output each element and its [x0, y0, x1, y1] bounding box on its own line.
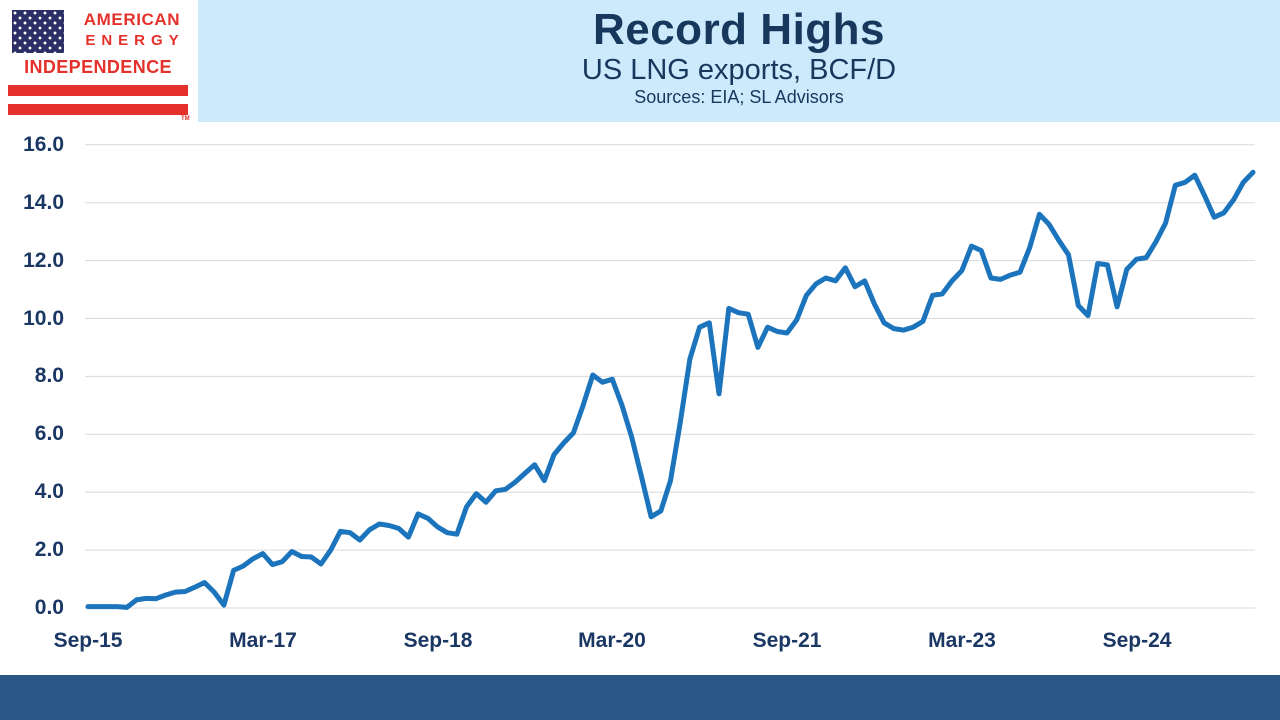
trademark-symbol: TM [181, 116, 190, 122]
chart-sources: Sources: EIA; SL Advisors [634, 87, 844, 107]
american-energy-independence-logo: AMERICAN ENERGY INDEPENDENCE TM [0, 0, 198, 122]
header: Record Highs US LNG exports, BCF/D Sourc… [198, 0, 1280, 122]
x-axis-tick-label: Sep-15 [53, 629, 123, 652]
y-axis-tick-label: 16.0 [23, 133, 64, 156]
x-axis-tick-label: Sep-21 [752, 629, 822, 652]
y-axis-tick-label: 6.0 [34, 422, 64, 445]
header-band: Record Highs US LNG exports, BCF/D Sourc… [0, 0, 1280, 122]
x-axis-tick-label: Mar-17 [229, 629, 297, 652]
x-axis-tick-label: Mar-23 [928, 629, 996, 652]
lng-exports-line-series [85, 169, 1256, 610]
x-axis-tick-label: Mar-20 [578, 629, 646, 652]
y-axis-tick-label: 10.0 [23, 307, 64, 330]
x-axis-tick-label: Sep-18 [403, 629, 473, 652]
y-axis-tick-label: 12.0 [23, 249, 64, 272]
logo-text-energy: ENERGY [85, 32, 185, 49]
logo-text-american: AMERICAN [83, 10, 181, 29]
footer-bar [0, 675, 1280, 720]
y-axis-tick-label: 2.0 [34, 538, 64, 561]
chart-subtitle: US LNG exports, BCF/D [581, 54, 897, 86]
logo-text-independence: INDEPENDENCE [24, 57, 172, 77]
y-axis-tick-label: 4.0 [34, 480, 64, 503]
flag-stripe-bottom [8, 104, 188, 115]
us-flag-stars-icon [12, 10, 64, 53]
x-axis-tick-label: Sep-24 [1102, 629, 1172, 652]
y-axis-tick-label: 14.0 [23, 191, 64, 214]
page-title: Record Highs [592, 5, 886, 54]
flag-stripe-top [8, 85, 188, 96]
y-axis-tick-label: 0.0 [34, 596, 64, 619]
y-axis-tick-label: 8.0 [34, 364, 64, 387]
